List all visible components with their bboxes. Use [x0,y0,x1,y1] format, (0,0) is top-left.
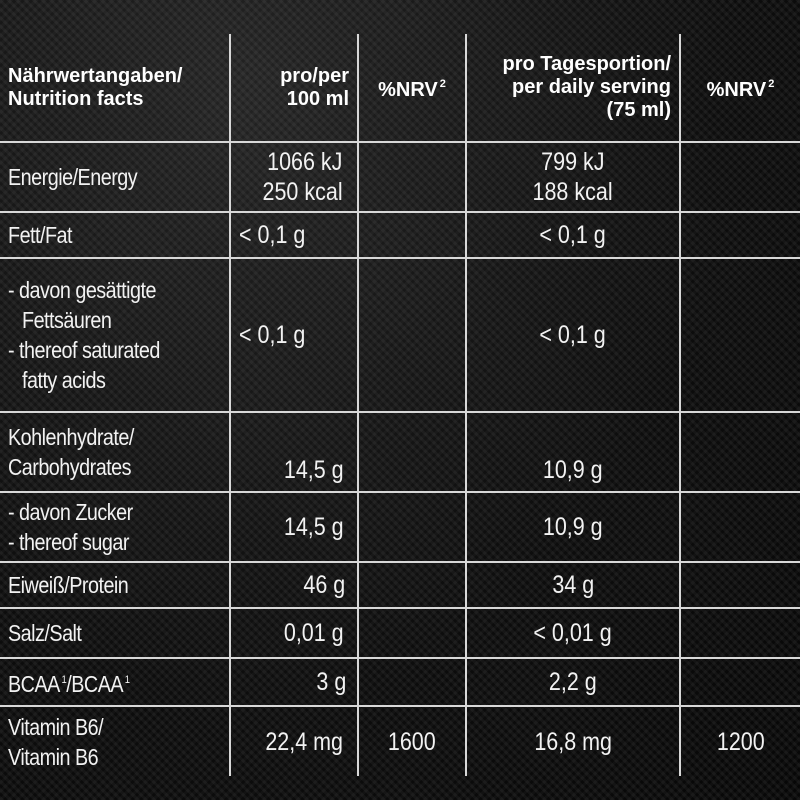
sugar-label-1: - davon Zucker [8,499,133,525]
saturated-fat-label: - davon gesättigte Fettsäuren - thereof … [0,257,231,413]
table-row-saturated-fat: - davon gesättigte Fettsäuren - thereof … [0,257,800,413]
sugar-per100: 14,5 g [229,491,359,563]
saturated-fat-serving: < 0,1 g [465,257,681,413]
header-nrv-100ml-label: %NRV [378,79,438,101]
table-row-salt: Salz/Salt 0,01 g < 0,01 g [0,607,800,659]
saturated-fat-label-4: fatty acids [22,367,106,393]
carbohydrates-label-1: Kohlenhydrate/ [8,424,134,450]
header-per-serving-line1: pro Tagesportion/ [502,53,671,75]
salt-per100: 0,01 g [229,607,359,659]
protein-nrv100 [357,561,467,609]
saturated-fat-label-1: - davon gesättigte [8,277,156,303]
table-row-sugar: - davon Zucker - thereof sugar 14,5 g 10… [0,491,800,563]
salt-nrv100 [357,607,467,659]
fat-nrv100 [357,211,467,259]
energy-nrv100 [357,141,467,213]
carbohydrates-label: Kohlenhydrate/ Carbohydrates [0,411,231,493]
saturated-fat-label-3: - thereof saturated [8,337,160,363]
energy-label: Energie/Energy [0,141,231,213]
sugar-serving: 10,9 g [465,491,681,563]
protein-label: Eiweiß/Protein [0,561,231,609]
table-row-fat: Fett/Fat < 0,1 g < 0,1 g [0,211,800,259]
bcaa-serving: 2,2 g [465,657,681,707]
bcaa-label-a: BCAA [8,671,60,697]
vitamin-b6-nrv100: 1600 [357,705,467,776]
header-nrv-100ml: %NRV 2 [357,34,467,143]
bcaa-label-b: /BCAA [66,671,124,697]
carbohydrates-per100: 14,5 g [229,411,359,493]
sugar-label: - davon Zucker - thereof sugar [0,491,231,563]
fat-per100: < 0,1 g [229,211,359,259]
sugar-label-2: - thereof sugar [8,529,129,555]
energy-serving-kj: 799 kJ [541,148,605,176]
bcaa-per100: 3 g [229,657,359,707]
header-per-100ml-line1: pro/per [280,64,349,87]
header-per-100ml-line2: 100 ml [286,87,349,110]
sugar-nrv-serving [679,491,800,563]
header-nutrient-de: Nährwertangaben/ [8,64,183,87]
energy-serving: 799 kJ 188 kcal [465,141,681,213]
header-nrv-serving-footnote: 2 [768,78,775,90]
bcaa-nrv100 [357,657,467,707]
table-row-carbohydrates: Kohlenhydrate/ Carbohydrates 14,5 g 10,9… [0,411,800,493]
fat-label: Fett/Fat [0,211,231,259]
fat-nrv-serving [679,211,800,259]
saturated-fat-nrv100 [357,257,467,413]
bcaa-footnote-a: 1 [61,674,67,686]
salt-label: Salz/Salt [0,607,231,659]
header-per-100ml: pro/per 100 ml [229,34,359,143]
sugar-nrv100 [357,491,467,563]
table-row-protein: Eiweiß/Protein 46 g 34 g [0,561,800,609]
bcaa-label: BCAA 1/BCAA 1 [0,657,231,707]
vitamin-b6-per100: 22,4 mg [229,705,359,776]
header-per-serving-line3: (75 ml) [606,99,671,121]
table-row-bcaa: BCAA 1/BCAA 1 3 g 2,2 g [0,657,800,707]
salt-nrv-serving [679,607,800,659]
energy-nrv-serving [679,141,800,213]
header-nrv-serving: %NRV 2 [679,34,800,143]
header-nutrient-en: Nutrition facts [8,87,144,110]
saturated-fat-per100: < 0,1 g [229,257,359,413]
vitamin-b6-nrv-serving: 1200 [679,705,800,776]
table-row-energy: Energie/Energy 1066 kJ 250 kcal 799 kJ 1… [0,141,800,213]
vitamin-b6-label: Vitamin B6/ Vitamin B6 [0,705,231,776]
carbohydrates-nrv100 [357,411,467,493]
header-row: Nährwertangaben/ Nutrition facts pro/per… [0,34,800,143]
protein-nrv-serving [679,561,800,609]
vitamin-b6-label-1: Vitamin B6/ [8,713,104,740]
saturated-fat-label-2: Fettsäuren [22,307,112,333]
energy-per100-kcal: 250 kcal [262,178,343,206]
energy-serving-kcal: 188 kcal [532,178,614,206]
protein-serving: 34 g [465,561,681,609]
energy-per100: 1066 kJ 250 kcal [229,141,359,213]
salt-serving: < 0,01 g [465,607,681,659]
header-per-serving-line2: per daily serving [512,76,671,98]
header-nrv-serving-label: %NRV [706,79,767,101]
carbohydrates-label-2: Carbohydrates [8,454,132,480]
bcaa-footnote-b: 1 [124,674,130,686]
energy-per100-kj: 1066 kJ [267,148,343,176]
vitamin-b6-serving: 16,8 mg [465,705,681,776]
nutrition-facts-table: Nährwertangaben/ Nutrition facts pro/per… [0,34,800,776]
fat-serving: < 0,1 g [465,211,681,259]
header-per-serving: pro Tagesportion/ per daily serving (75 … [465,34,681,143]
carbohydrates-nrv-serving [679,411,800,493]
header-nutrient: Nährwertangaben/ Nutrition facts [0,34,231,143]
carbohydrates-serving: 10,9 g [465,411,681,493]
bcaa-nrv-serving [679,657,800,707]
header-nrv-100ml-footnote: 2 [439,78,446,90]
saturated-fat-nrv-serving [679,257,800,413]
vitamin-b6-label-2: Vitamin B6 [8,743,99,770]
table-row-vitamin-b6: Vitamin B6/ Vitamin B6 22,4 mg 1600 16,8… [0,705,800,776]
protein-per100: 46 g [229,561,359,609]
